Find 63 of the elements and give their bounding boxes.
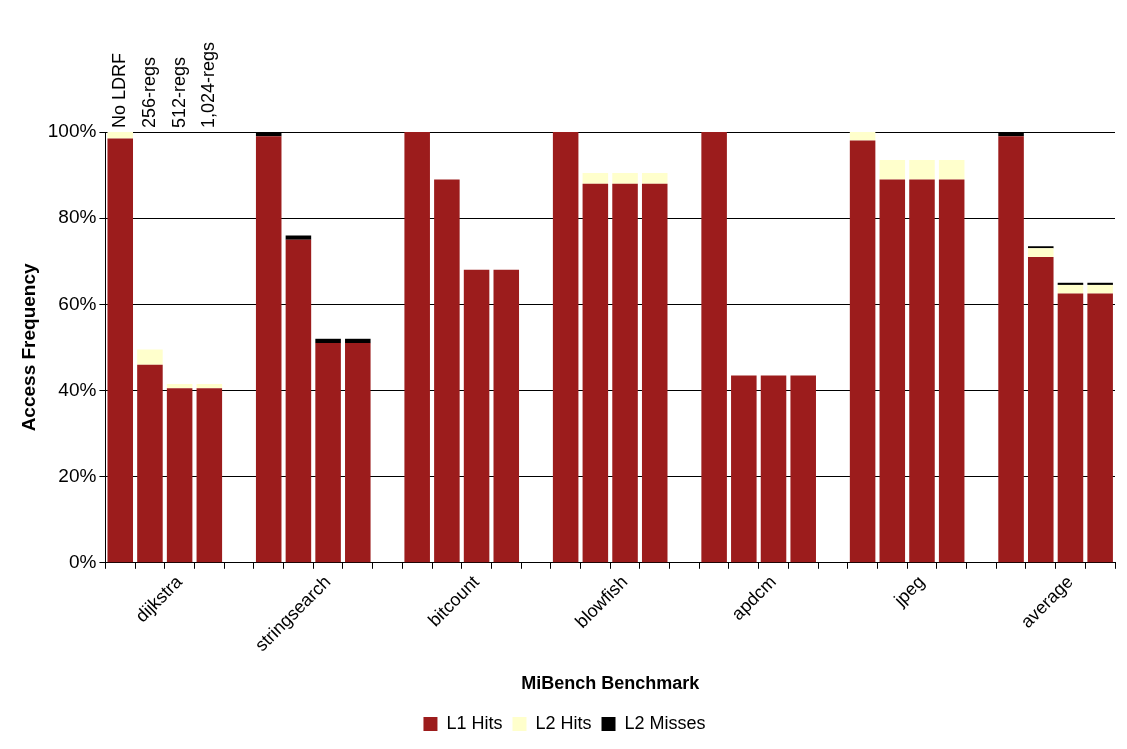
y-axis-title: Access Frequency xyxy=(17,263,39,432)
bar xyxy=(285,239,312,563)
bar xyxy=(1057,293,1084,563)
bar xyxy=(641,172,668,184)
y-tick-label: 80% xyxy=(58,206,97,228)
bar xyxy=(1087,293,1113,563)
text: 1,024-regs xyxy=(198,41,219,128)
bar xyxy=(938,160,965,180)
bar xyxy=(345,338,371,344)
bar xyxy=(909,160,935,180)
bar xyxy=(107,132,134,139)
text: No LDRF xyxy=(109,52,130,128)
y-tick-label: 20% xyxy=(58,464,97,486)
bar xyxy=(879,179,906,563)
bar xyxy=(137,364,163,563)
y-tick-label: 60% xyxy=(58,292,97,314)
bar xyxy=(641,183,668,563)
bar xyxy=(434,179,460,563)
bar xyxy=(790,375,816,563)
bar xyxy=(879,160,906,180)
bar xyxy=(1057,284,1084,294)
bar xyxy=(909,179,935,563)
bar xyxy=(938,179,965,563)
bar xyxy=(612,183,638,563)
bar xyxy=(1028,246,1054,249)
bar xyxy=(196,388,223,563)
legend-label: L2 Misses xyxy=(624,712,706,733)
legend-label: L2 Hits xyxy=(535,712,592,733)
bar xyxy=(701,132,727,563)
bar xyxy=(463,269,490,563)
bar xyxy=(315,343,341,563)
y-tick-label: 40% xyxy=(58,378,97,400)
bar xyxy=(285,235,312,240)
bar xyxy=(612,172,638,184)
legend-label: L1 Hits xyxy=(446,712,503,733)
text: 256-regs xyxy=(138,56,159,128)
bar xyxy=(582,183,609,563)
y-tick-label: 0% xyxy=(68,551,97,573)
bar xyxy=(196,384,223,389)
bar xyxy=(166,384,193,389)
x-axis-title: MiBench Benchmark xyxy=(521,673,701,694)
bar xyxy=(552,132,579,563)
bar xyxy=(998,136,1024,563)
bar xyxy=(1028,256,1054,563)
bar xyxy=(849,140,876,563)
bar xyxy=(849,132,876,141)
bar xyxy=(1087,282,1113,285)
text: 512-regs xyxy=(168,56,189,128)
bar xyxy=(137,349,163,365)
bar xyxy=(345,343,371,563)
bar xyxy=(1087,284,1113,294)
bar xyxy=(582,172,609,184)
bar xyxy=(166,388,193,563)
bar xyxy=(315,338,341,344)
bar xyxy=(107,138,134,563)
bar xyxy=(1057,282,1084,285)
bar xyxy=(731,375,757,563)
bar xyxy=(493,269,520,563)
bar xyxy=(760,375,787,563)
bar xyxy=(255,136,282,563)
y-tick-label: 100% xyxy=(47,120,97,142)
bar xyxy=(404,132,430,563)
bar xyxy=(1028,248,1054,257)
